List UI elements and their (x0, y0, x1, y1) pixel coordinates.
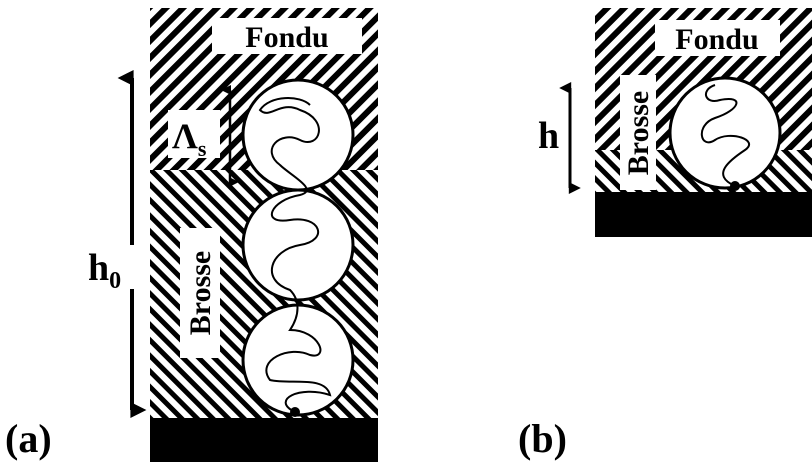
height-label: h (538, 115, 559, 157)
substrate (595, 192, 812, 237)
panel-b: Fondu Brosse h (b) (518, 8, 812, 461)
panel-a: Fondu Brosse Λs h0 (a) (5, 8, 378, 462)
substrate (150, 418, 378, 462)
symbol: h (88, 247, 109, 289)
melt-label: Fondu (675, 23, 758, 56)
brush-label: Brosse (184, 251, 217, 335)
blob (243, 80, 353, 190)
blob (670, 78, 780, 188)
diagram: Fondu Brosse Λs h0 (a) Fondu Brosse h (b… (0, 0, 812, 465)
panel-label: (b) (518, 416, 567, 461)
melt-label: Fondu (245, 21, 328, 54)
blob (243, 305, 353, 415)
subscript: 0 (109, 268, 121, 294)
anchor (730, 181, 740, 191)
panel-label: (a) (5, 416, 52, 461)
anchor (290, 407, 300, 417)
brush-label: Brosse (622, 91, 655, 175)
symbol: Λ (172, 116, 198, 156)
subscript: s (198, 136, 207, 161)
